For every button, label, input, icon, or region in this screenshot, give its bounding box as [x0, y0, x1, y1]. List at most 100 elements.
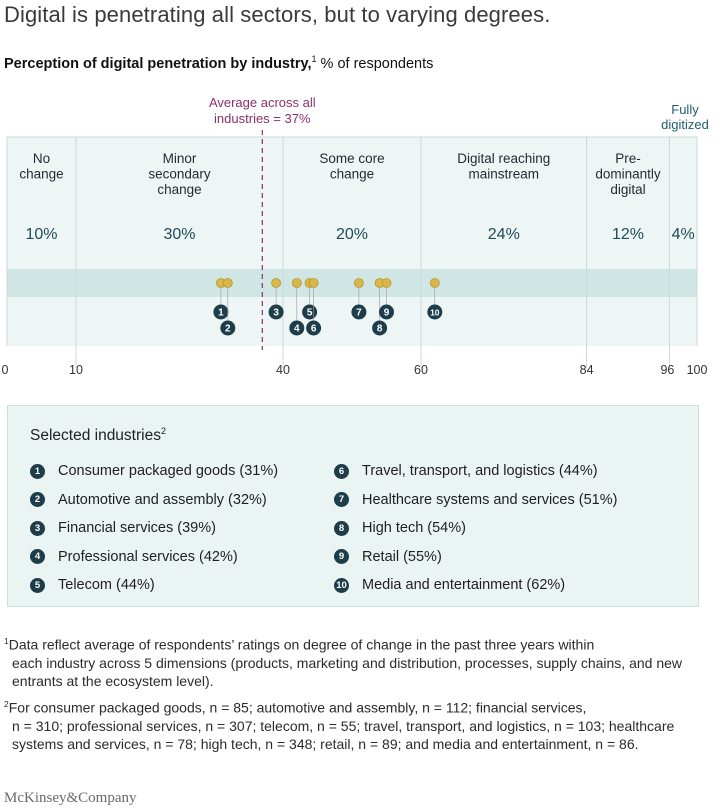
legend-item-2: 2 Automotive and assembly (32%) [30, 492, 267, 508]
legend-number-badge: 8 [334, 520, 349, 536]
data-badge-label: 5 [307, 308, 313, 319]
legend-item-label: Travel, transport, and logistics (44%) [362, 463, 598, 479]
legend-number-badge: 10 [334, 577, 349, 593]
band-label: change [19, 167, 63, 182]
data-marker-6 [308, 278, 319, 288]
data-marker-10 [429, 278, 440, 288]
legend-item-label: Telecom (44%) [58, 577, 155, 593]
band-percentage: 30% [163, 226, 195, 243]
legend-title-footnote-ref: 2 [160, 426, 166, 436]
average-label: industries = 37% [214, 111, 311, 126]
axis-tick-label: 10 [69, 363, 83, 377]
legend-number-badge: 5 [30, 577, 45, 593]
data-badge-6 [306, 320, 322, 336]
legend-item-3: 3 Financial services (39%) [30, 520, 216, 536]
band-label: No [33, 151, 50, 166]
footnote-2: 2For consumer packaged goods, n = 85; au… [4, 695, 709, 753]
legend-item-label: High tech (54%) [362, 520, 466, 536]
data-badge-7 [351, 304, 367, 320]
fully-digitized-label: Fully [671, 102, 699, 117]
band-label: secondary [148, 167, 211, 182]
subtitle-footnote-ref: 1 [311, 54, 317, 64]
band-label: mainstream [469, 167, 540, 182]
footnote-1-marker: 1 [4, 636, 9, 646]
data-marker-9 [381, 278, 392, 288]
data-marker-4 [291, 278, 302, 288]
axis-tick-label: 84 [580, 363, 594, 377]
legend-item-label: Professional services (42%) [58, 548, 238, 565]
legend-number-badge: 6 [334, 463, 349, 479]
footnote-1: 1Data reflect average of respondents’ ra… [4, 632, 709, 690]
mckinsey-logo: McKinsey&Company [4, 790, 137, 806]
legend-number-badge: 1 [30, 463, 45, 479]
data-badge-2 [220, 320, 236, 336]
footnote-1-rest: each industry across 5 dimensions (produ… [12, 654, 683, 689]
data-badge-label: 6 [311, 324, 317, 335]
footnote-2-marker: 2 [4, 699, 9, 709]
legend-item-7: 7 Healthcare systems and services (51%) [334, 492, 617, 508]
data-badge-4 [289, 320, 305, 336]
data-badge-label: 4 [294, 324, 300, 335]
band-percentage: 20% [336, 226, 368, 243]
legend-item-8: 8 High tech (54%) [334, 520, 466, 536]
legend-item-4: 4 Professional services (42%) [30, 549, 238, 565]
band-percentage: 24% [488, 226, 520, 243]
average-label: Average across all [209, 95, 316, 110]
band-percentage: 4% [672, 226, 695, 243]
legend-item-9: 9 Retail (55%) [334, 549, 442, 565]
data-badge-8 [372, 320, 388, 336]
legend-item-label: Retail (55%) [362, 548, 442, 565]
legend-number-badge: 4 [30, 549, 45, 564]
legend-item-label: Media and entertainment (62%) [362, 577, 566, 593]
legend-number-badge: 3 [30, 520, 45, 536]
data-badge-1 [213, 304, 229, 320]
data-badge-label: 8 [377, 324, 383, 335]
axis-tick-label: 40 [276, 363, 290, 377]
data-badge-9 [379, 304, 394, 320]
legend-title: Selected industries2 [30, 426, 166, 445]
band-percentage: 12% [612, 226, 644, 243]
legend-item-label: Consumer packaged goods (31%) [58, 463, 279, 479]
data-badge-label: 2 [225, 324, 231, 335]
legend-item-1: 1 Consumer packaged goods (31%) [30, 463, 278, 479]
footnote-2-rest: n = 310; professional services, n = 307;… [12, 717, 675, 752]
band-label: change [330, 167, 374, 182]
band-label: change [157, 182, 201, 197]
legend-number-badge: 7 [334, 492, 349, 507]
band-label: Some core [319, 151, 384, 166]
fully-digitized-label: digitized [661, 117, 709, 132]
legend-item-label: Healthcare systems and services (51%) [362, 491, 618, 508]
data-marker-2 [222, 278, 233, 288]
legend-item-6: 6 Travel, transport, and logistics (44%) [334, 463, 598, 479]
legend-box: Selected industries2 1 Consumer packaged … [7, 405, 699, 607]
marker-strip [7, 269, 697, 297]
data-badge-10 [427, 304, 443, 320]
footnote-2-first: For consumer packaged goods, n = 85; aut… [8, 699, 587, 716]
band-label: dominantly [595, 167, 661, 182]
data-badge-3 [268, 304, 284, 320]
legend-item-label: Automotive and assembly (32%) [58, 491, 267, 508]
footnote-1-first: Data reflect average of respondents’ rat… [8, 636, 595, 653]
data-badge-label: 1 [218, 308, 224, 319]
legend-item-label: Financial services (39%) [58, 520, 216, 536]
band-label: Minor [163, 151, 197, 166]
data-badge-label: 3 [273, 308, 279, 319]
legend-item-5: 5 Telecom (44%) [30, 577, 155, 593]
data-badge-label: 10 [430, 308, 440, 318]
data-badge-label: 7 [356, 308, 362, 319]
data-badge-label: 9 [384, 308, 390, 319]
axis-tick-label: 96 [660, 363, 674, 377]
band-label: Digital reaching [457, 151, 550, 166]
band-label: Pre- [615, 151, 641, 166]
axis-tick-label: 0 [2, 363, 9, 377]
legend-number-badge: 9 [334, 549, 349, 564]
band-label: digital [610, 182, 645, 197]
legend-item-10: 10 Media and entertainment (62%) [334, 577, 565, 593]
subtitle-bold: Perception of digital penetration by ind… [4, 55, 312, 72]
legend-title-text: Selected industries [30, 427, 161, 445]
legend-number-badge: 2 [30, 492, 45, 507]
data-marker-7 [353, 278, 364, 288]
subtitle-rest: % of respondents [316, 55, 434, 72]
axis-tick-label: 60 [414, 363, 428, 377]
